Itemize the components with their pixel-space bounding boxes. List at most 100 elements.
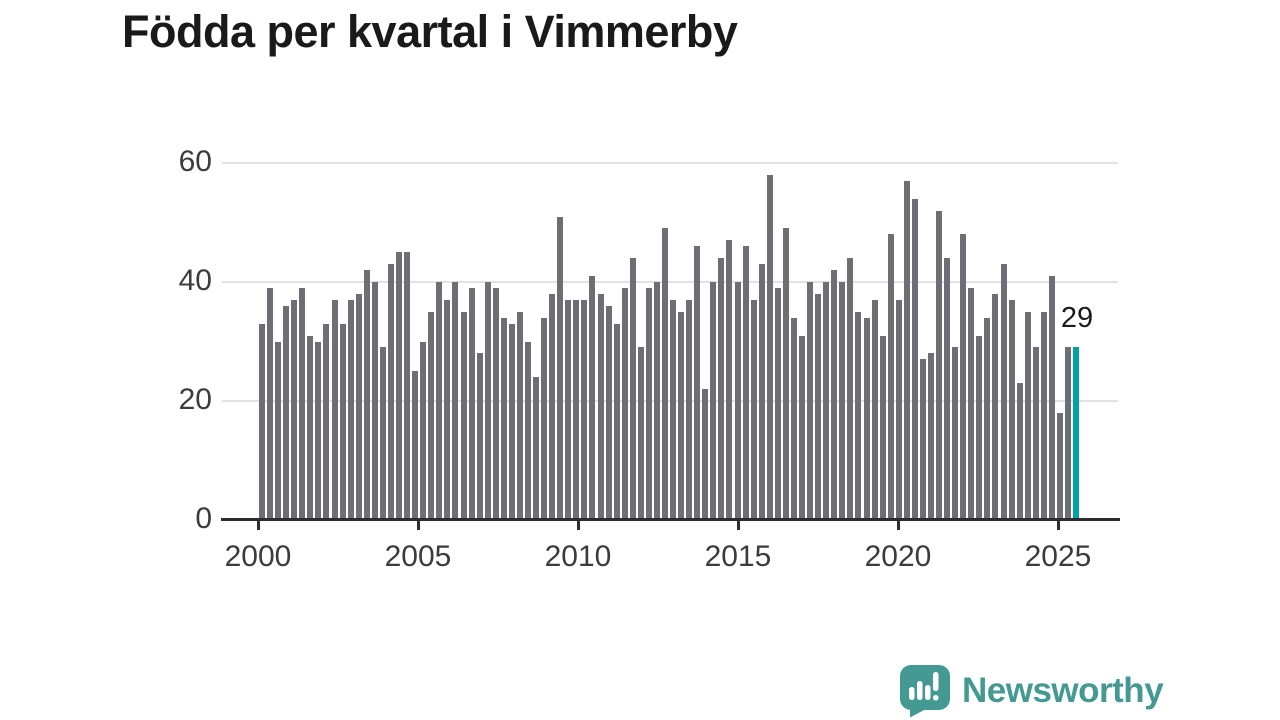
bar — [387, 264, 394, 520]
bar — [815, 293, 822, 520]
bar — [315, 341, 322, 520]
bar — [702, 389, 709, 520]
bar — [396, 252, 403, 520]
bar — [500, 317, 507, 520]
bar — [259, 323, 265, 520]
x-axis-tick-2020 — [897, 521, 900, 530]
bar — [1024, 311, 1031, 520]
bar — [307, 335, 314, 520]
bar — [516, 311, 523, 520]
bar — [404, 252, 411, 520]
gridline-60 — [222, 162, 1118, 164]
gridline-20 — [222, 400, 1118, 402]
bar — [557, 216, 564, 520]
bar — [428, 311, 435, 520]
bar — [283, 305, 290, 520]
bar — [452, 282, 459, 520]
bar — [581, 299, 588, 520]
bar — [686, 299, 693, 520]
bar — [573, 299, 580, 520]
newsworthy-chart-bubble-icon — [900, 664, 950, 717]
bar — [331, 299, 338, 520]
bar — [742, 246, 749, 520]
bar — [565, 299, 572, 520]
bar — [589, 276, 596, 520]
x-axis-label-2020: 2020 — [864, 540, 932, 573]
bar — [653, 282, 660, 520]
highlighted-bar — [1073, 347, 1080, 520]
bar — [476, 353, 483, 520]
x-axis-label-2015: 2015 — [704, 540, 772, 573]
bar — [621, 287, 628, 520]
bar — [1008, 299, 1015, 520]
bar — [903, 180, 910, 520]
bar — [911, 198, 918, 520]
bar — [1040, 311, 1047, 520]
bar — [1000, 264, 1007, 520]
bar — [444, 299, 451, 520]
bar — [605, 305, 612, 520]
x-axis-label-2000: 2000 — [224, 540, 292, 573]
bar — [597, 293, 604, 520]
bar — [984, 317, 991, 520]
x-axis-label-2025: 2025 — [1024, 540, 1092, 573]
x-axis-tick-2025 — [1057, 521, 1060, 530]
bar — [629, 258, 636, 520]
bar — [726, 240, 733, 520]
bar — [637, 347, 644, 520]
bar — [524, 341, 531, 520]
bar — [347, 299, 354, 520]
bar — [379, 347, 386, 520]
bar — [936, 210, 943, 520]
bar — [879, 335, 886, 520]
bar — [831, 270, 838, 520]
bar — [968, 287, 975, 520]
bar — [992, 293, 999, 520]
bar — [492, 287, 499, 520]
bar — [927, 353, 934, 520]
last-value-label: 29 — [1060, 302, 1094, 334]
bar — [1016, 383, 1023, 520]
bar — [919, 359, 926, 520]
bar — [790, 317, 797, 520]
bar — [371, 282, 378, 520]
bar — [541, 317, 548, 520]
bar — [766, 174, 773, 520]
newsworthy-wordmark: Newsworthy — [962, 671, 1164, 710]
bar — [299, 287, 306, 520]
y-axis-label-0: 0 — [195, 502, 212, 535]
y-axis-label-20: 20 — [178, 383, 212, 416]
bar — [823, 282, 830, 520]
y-axis-label-60: 60 — [178, 145, 212, 178]
bar — [855, 311, 862, 520]
bar — [871, 299, 878, 520]
bar — [460, 311, 467, 520]
bar — [863, 317, 870, 520]
bar — [420, 341, 427, 520]
bar — [847, 258, 854, 520]
bar — [774, 287, 781, 520]
x-axis-label-2005: 2005 — [384, 540, 452, 573]
bar — [887, 234, 894, 520]
bar — [678, 311, 685, 520]
bar — [662, 228, 668, 520]
bar — [839, 282, 846, 520]
x-axis-tick-2005 — [417, 521, 420, 530]
bar — [1056, 412, 1063, 520]
bar — [436, 282, 443, 520]
bar — [549, 293, 556, 520]
bar — [355, 293, 362, 520]
bar — [758, 264, 765, 520]
x-axis-tick-2015 — [737, 521, 740, 530]
bar — [323, 323, 330, 520]
x-axis-line — [221, 518, 1120, 521]
bar — [694, 246, 701, 520]
bar — [799, 335, 806, 520]
bar — [895, 299, 902, 520]
bar — [718, 258, 725, 520]
bar — [1065, 347, 1071, 520]
bar — [952, 347, 959, 520]
bar — [734, 282, 741, 520]
y-axis-label-40: 40 — [178, 264, 212, 297]
